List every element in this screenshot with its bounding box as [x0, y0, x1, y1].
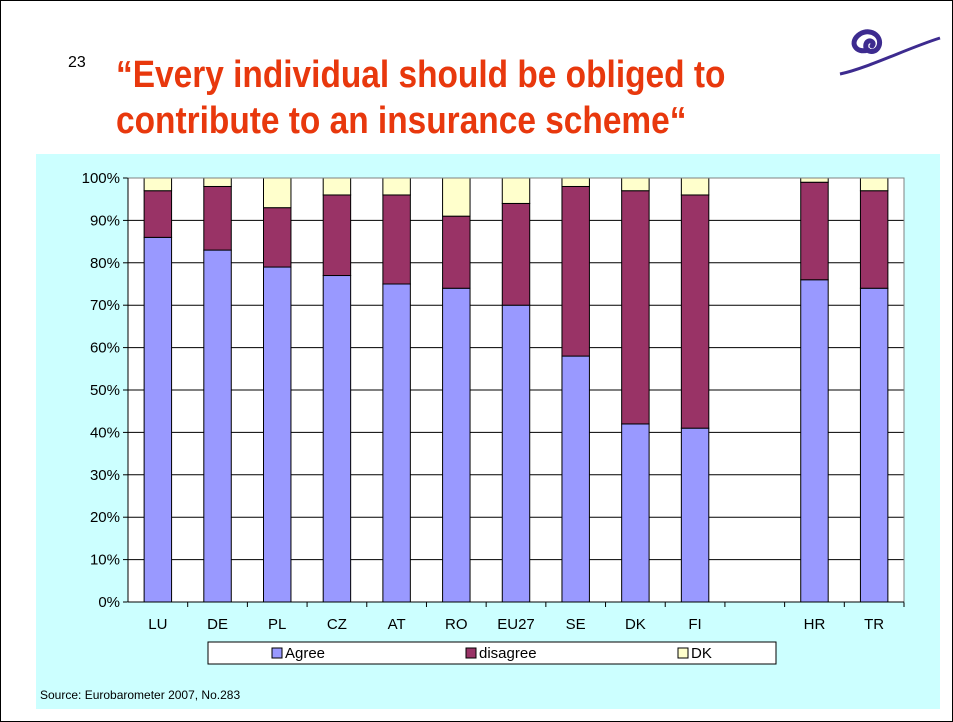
- bar-agree: [143, 236, 173, 603]
- y-tick-label: 60%: [90, 340, 120, 357]
- x-tick-label: TR: [864, 616, 884, 633]
- bar-dk: [263, 177, 292, 209]
- x-tick-label: DK: [625, 616, 646, 633]
- bar-dk: [143, 177, 173, 192]
- y-tick-label: 50%: [90, 382, 120, 399]
- bar-dk: [859, 177, 889, 192]
- legend-label-agree: Agree: [285, 645, 325, 662]
- bar-agree: [203, 249, 232, 603]
- bar-disagree: [203, 185, 232, 251]
- legend-label-dk: DK: [691, 645, 712, 662]
- y-tick-label: 0%: [98, 594, 120, 611]
- bar-agree: [800, 279, 829, 603]
- bar-dk: [501, 177, 531, 204]
- bar-disagree: [800, 181, 829, 281]
- legend-swatch-disagree: [465, 647, 477, 659]
- x-tick-label: CZ: [327, 616, 347, 633]
- y-tick-label: 90%: [90, 212, 120, 229]
- y-tick-label: 40%: [90, 424, 120, 441]
- source-note: Source: Eurobarometer 2007, No.283: [40, 688, 241, 702]
- bar-agree: [442, 287, 471, 603]
- bar-dk: [442, 177, 471, 217]
- bar-dk: [621, 177, 650, 192]
- title-line-2: contribute to an insurance scheme“: [116, 100, 687, 142]
- bar-disagree: [442, 215, 471, 289]
- bar-disagree: [501, 202, 531, 306]
- bar-agree: [322, 275, 352, 603]
- bar-agree: [382, 283, 411, 603]
- y-tick-label: 80%: [90, 255, 120, 272]
- bar-agree: [501, 304, 531, 603]
- legend-swatch-dk: [677, 647, 689, 659]
- bar-disagree: [680, 194, 710, 429]
- bar-disagree: [382, 194, 411, 285]
- bar-agree: [621, 423, 650, 603]
- y-tick-label: 10%: [90, 552, 120, 569]
- bar-dk: [322, 177, 352, 196]
- x-tick-label: EU27: [497, 616, 535, 633]
- x-tick-label: LU: [148, 616, 167, 633]
- legend-box: [207, 641, 777, 665]
- swirl-logo-icon: [839, 29, 941, 76]
- bar-disagree: [859, 190, 889, 289]
- bar-dk: [800, 177, 829, 183]
- bar-dk: [203, 177, 232, 187]
- stacked-bar-chart: 0% 10% 20% 30% 40% 50% 60% 70% 80% 90% 100% LU DE PL C…: [82, 170, 905, 665]
- bar-dk: [382, 177, 411, 196]
- y-tick-label: 100%: [82, 170, 120, 187]
- slide-number: 23: [68, 54, 86, 71]
- bar-disagree: [621, 190, 650, 425]
- bar-disagree: [143, 190, 173, 238]
- x-tick-label: SE: [566, 616, 586, 633]
- slide-title: “Every individual should be obliged to c…: [116, 52, 732, 144]
- x-tick-label: DE: [207, 616, 228, 633]
- x-tick-label: PL: [268, 616, 286, 633]
- y-tick-label: 70%: [90, 297, 120, 314]
- title-line-1: “Every individual should be obliged to: [116, 54, 726, 96]
- y-tick-label: 30%: [90, 467, 120, 484]
- legend-swatch-agree: [271, 647, 283, 659]
- bar-agree: [680, 427, 710, 603]
- bar-disagree: [322, 194, 352, 277]
- bar-agree: [263, 266, 292, 603]
- bar-disagree: [561, 185, 590, 357]
- x-tick-label: AT: [388, 616, 406, 633]
- x-tick-label: HR: [804, 616, 826, 633]
- chart-panel: 0% 10% 20% 30% 40% 50% 60% 70% 80% 90% 100% LU DE PL C…: [36, 154, 940, 709]
- bar-agree: [561, 355, 590, 603]
- y-tick-label: 20%: [90, 509, 120, 526]
- bar-agree: [859, 287, 889, 603]
- x-tick-label: RO: [445, 616, 468, 633]
- bar-disagree: [263, 207, 292, 268]
- bar-dk: [561, 177, 590, 187]
- bar-dk: [680, 177, 710, 196]
- legend-label-disagree: disagree: [479, 645, 537, 662]
- x-tick-label: FI: [688, 616, 701, 633]
